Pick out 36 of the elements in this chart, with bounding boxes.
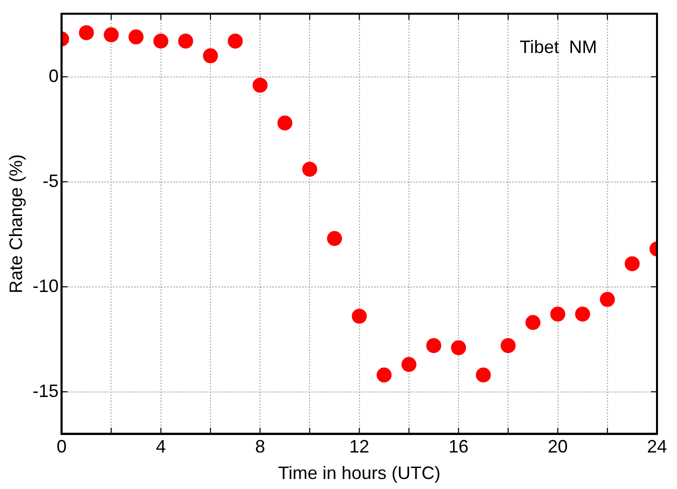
point (78, 25, 94, 40)
x-tick-label: 20 (548, 436, 568, 457)
point (277, 116, 292, 130)
point (401, 357, 416, 372)
y-tick-label: -15 (32, 380, 59, 401)
point (178, 34, 194, 49)
point (525, 315, 540, 330)
x-tick-label: 24 (646, 436, 668, 457)
x-axis-title: Time in hours (UTC) (278, 463, 440, 484)
y-tick-label: -10 (32, 276, 59, 296)
point (426, 338, 442, 354)
point (104, 27, 119, 42)
y-tick-label: -5 (42, 170, 59, 191)
point (302, 162, 318, 177)
point (352, 308, 367, 324)
x-tick-label: 16 (448, 436, 469, 457)
point (252, 78, 268, 93)
y-tick-label: 0 (48, 66, 59, 86)
point (624, 256, 640, 272)
point (153, 34, 168, 49)
y-axis-title: Rate Change (%) (6, 154, 26, 294)
x-tick-label: 4 (156, 436, 166, 457)
point (327, 231, 342, 246)
point (600, 292, 615, 307)
point (228, 34, 243, 49)
point (575, 306, 590, 322)
x-tick-label: 8 (255, 436, 266, 457)
point (202, 48, 218, 64)
point (476, 368, 491, 382)
annotation: Tibet NM (520, 36, 597, 57)
point (500, 338, 516, 354)
point (376, 368, 392, 382)
x-tick-label: 12 (349, 436, 370, 457)
point (128, 29, 144, 44)
point (451, 340, 466, 356)
point (550, 306, 566, 322)
